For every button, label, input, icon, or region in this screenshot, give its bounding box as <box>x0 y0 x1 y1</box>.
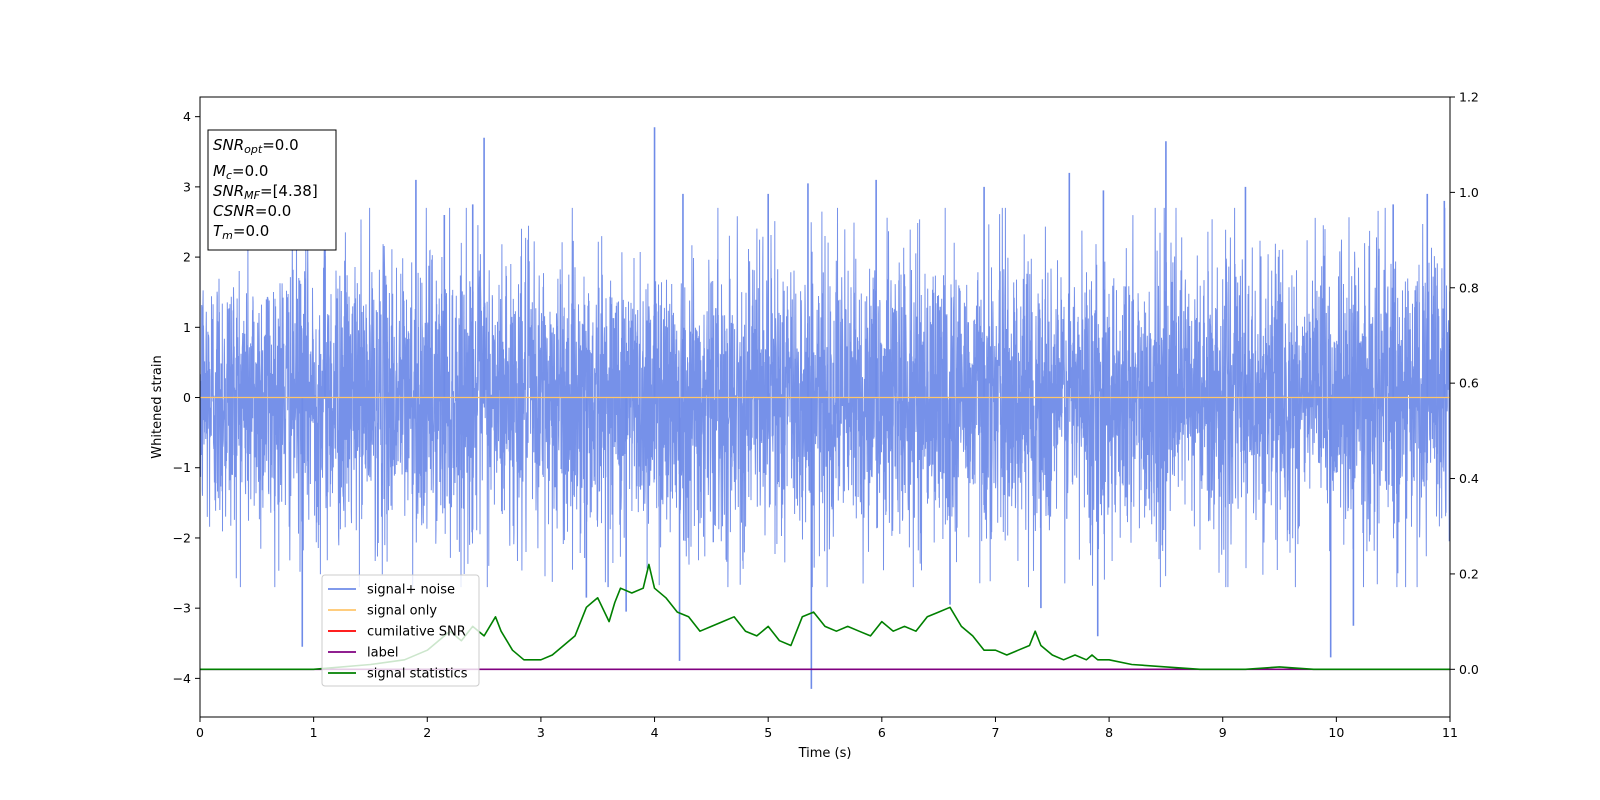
right-y-tick-label: 0.0 <box>1459 662 1479 677</box>
y-tick-label: −4 <box>173 671 191 686</box>
x-tick-label: 4 <box>651 725 659 740</box>
legend-label: cumilative SNR <box>367 625 466 640</box>
annotation-line: SNRMF=[4.38] <box>213 182 318 202</box>
right-y-tick-label: 1.0 <box>1459 185 1479 200</box>
y-tick-label: 1 <box>183 320 191 335</box>
x-tick-label: 9 <box>1219 725 1227 740</box>
y-axis-ticks: −4 −3 −2 −1 0 1 2 3 4 <box>173 109 200 686</box>
x-tick-label: 11 <box>1442 725 1458 740</box>
x-axis-ticks: 0 1 2 3 4 5 6 7 8 9 10 11 <box>196 717 1458 740</box>
y-tick-label: 0 <box>183 390 191 405</box>
right-y-tick-label: 0.4 <box>1459 471 1479 486</box>
noise-spikes <box>301 127 1446 689</box>
x-axis-label: Time (s) <box>798 746 852 761</box>
legend-label: signal only <box>367 604 437 619</box>
x-tick-label: 6 <box>878 725 886 740</box>
y-tick-label: −2 <box>173 530 191 545</box>
right-y-tick-label: 0.8 <box>1459 280 1479 295</box>
legend: signal+ noise signal only cumilative SNR la… <box>321 574 480 687</box>
y-tick-label: −1 <box>173 460 191 475</box>
x-tick-label: 3 <box>537 725 545 740</box>
y-tick-label: 4 <box>183 109 191 124</box>
x-tick-label: 2 <box>423 725 431 740</box>
legend-label: label <box>367 646 398 661</box>
y-axis-label: Whitened strain <box>150 355 165 458</box>
x-tick-label: 8 <box>1105 725 1113 740</box>
legend-label: signal statistics <box>367 667 468 682</box>
right-y-tick-label: 1.2 <box>1459 90 1479 105</box>
right-y-tick-label: 0.6 <box>1459 376 1479 391</box>
x-tick-label: 10 <box>1328 725 1344 740</box>
annotation-line: Mc=0.0 <box>213 162 268 182</box>
right-y-tick-label: 0.2 <box>1459 566 1479 581</box>
y-tick-label: 3 <box>183 179 191 194</box>
legend-label: signal+ noise <box>367 583 455 598</box>
right-y-axis-ticks: 0.0 0.2 0.4 0.6 0.8 1.0 1.2 <box>1450 90 1479 677</box>
series-signal-statistics <box>200 563 1450 671</box>
x-tick-label: 5 <box>764 725 772 740</box>
annotation-line: SNRopt=0.0 <box>213 136 299 156</box>
legend-frame <box>321 574 480 687</box>
plot-frame <box>199 96 1451 718</box>
y-tick-label: −3 <box>173 601 191 616</box>
x-tick-label: 0 <box>196 725 204 740</box>
series-signal-plus-noise <box>200 207 1450 588</box>
legend-entries: signal+ noise signal only cumilative SNR la… <box>328 583 468 682</box>
annotation-line: Tm=0.0 <box>213 222 269 242</box>
annotation-line: CSNR=0.0 <box>213 202 291 220</box>
annotation-frame <box>207 129 337 251</box>
y-tick-label: 2 <box>183 250 191 265</box>
x-tick-label: 7 <box>991 725 999 740</box>
plot-area <box>200 127 1450 689</box>
x-tick-label: 1 <box>310 725 318 740</box>
